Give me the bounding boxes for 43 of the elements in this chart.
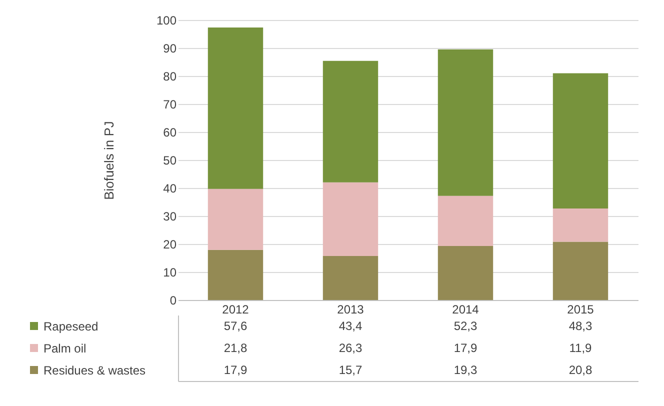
y-tick-label: 70 xyxy=(163,98,177,112)
data-label: 43,4 xyxy=(338,319,362,333)
y-tick-label: 30 xyxy=(163,210,177,224)
y-tick-label: 80 xyxy=(163,70,177,84)
y-tick-label: 60 xyxy=(163,126,177,140)
x-tick-label: 2014 xyxy=(452,302,480,316)
bar xyxy=(438,246,494,300)
bar xyxy=(552,208,608,242)
bar xyxy=(322,182,378,256)
bar xyxy=(208,188,264,250)
bar xyxy=(322,256,378,300)
data-label: 15,7 xyxy=(338,363,362,377)
legend-label: Palm oil xyxy=(44,342,86,356)
data-label: 48,3 xyxy=(568,319,592,333)
x-tick-label: 2013 xyxy=(337,302,364,316)
bar xyxy=(322,60,378,182)
data-label: 57,6 xyxy=(224,319,248,333)
y-tick-label: 20 xyxy=(163,238,177,252)
bar xyxy=(208,250,264,300)
data-label: 17,9 xyxy=(454,341,478,355)
data-label: 52,3 xyxy=(454,319,478,333)
y-tick-label: 90 xyxy=(163,42,177,56)
bar xyxy=(438,49,494,196)
data-label: 19,3 xyxy=(454,363,478,377)
y-axis-title: Biofuels in PJ xyxy=(101,121,116,200)
x-tick-label: 2012 xyxy=(222,302,250,316)
y-tick-label: 0 xyxy=(170,294,177,308)
y-tick-label: 50 xyxy=(163,154,177,168)
x-tick-label: 2015 xyxy=(567,302,594,316)
y-tick-label: 100 xyxy=(156,14,177,28)
data-label: 21,8 xyxy=(224,341,248,355)
y-tick-label: 40 xyxy=(163,182,177,196)
bar xyxy=(552,242,608,300)
y-tick-label: 10 xyxy=(163,266,177,280)
legend-label: Rapeseed xyxy=(44,320,98,334)
data-label: 20,8 xyxy=(568,363,592,377)
bar xyxy=(208,28,264,189)
legend-label: Residues & wastes xyxy=(44,364,146,378)
bar xyxy=(438,196,494,246)
data-label: 17,9 xyxy=(224,363,248,377)
data-label: 11,9 xyxy=(569,341,592,355)
bar xyxy=(552,73,608,208)
data-label: 26,3 xyxy=(338,341,362,355)
